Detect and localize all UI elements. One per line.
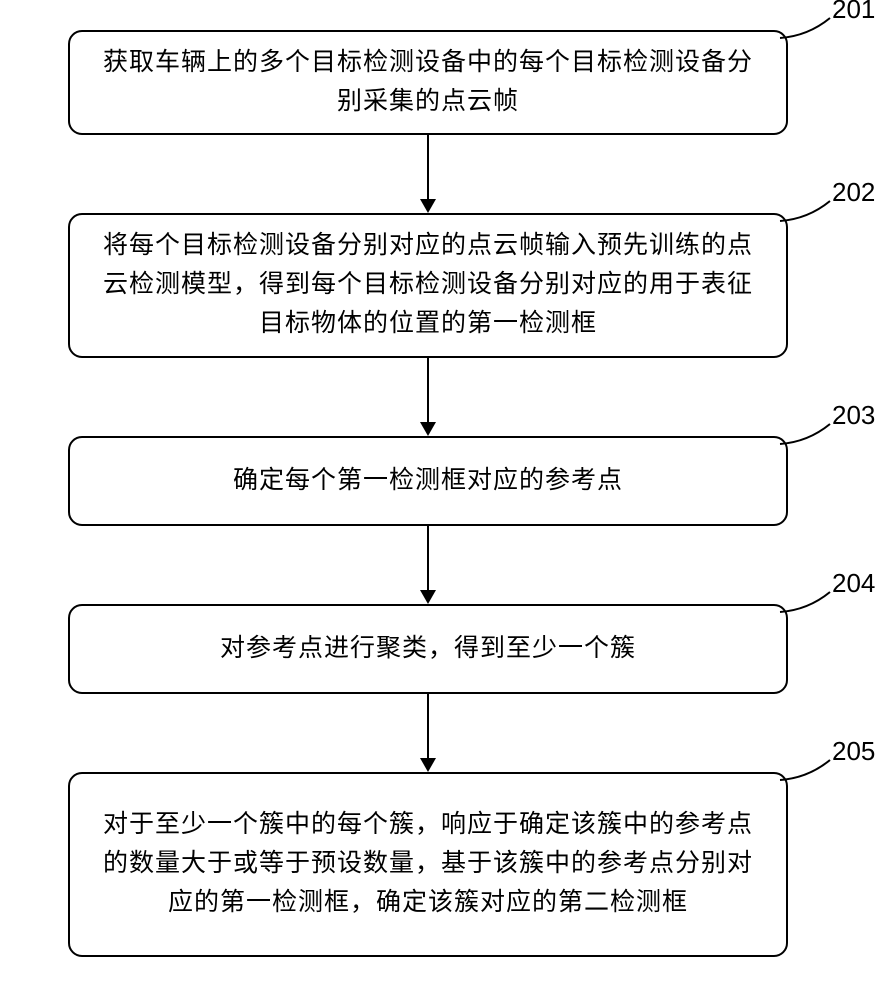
flowchart-canvas: 获取车辆上的多个目标检测设备中的每个目标检测设备分别采集的点云帧 201 将每个…	[0, 0, 896, 1000]
arrow-4-to-5	[408, 694, 448, 772]
flow-node-3-text: 确定每个第一检测框对应的参考点	[233, 462, 623, 501]
step-label-2: 202	[832, 177, 875, 208]
arrow-1-to-2	[408, 135, 448, 213]
step-label-4: 204	[832, 568, 875, 599]
flow-node-1: 获取车辆上的多个目标检测设备中的每个目标检测设备分别采集的点云帧	[68, 30, 788, 135]
flow-node-2-text: 将每个目标检测设备分别对应的点云帧输入预先训练的点云检测模型，得到每个目标检测设…	[98, 227, 758, 343]
flow-node-3: 确定每个第一检测框对应的参考点	[68, 436, 788, 526]
step-label-5: 205	[832, 736, 875, 767]
arrow-2-to-3	[408, 358, 448, 436]
flow-node-1-text: 获取车辆上的多个目标检测设备中的每个目标检测设备分别采集的点云帧	[98, 44, 758, 122]
step-label-3: 203	[832, 400, 875, 431]
arrow-3-to-4	[408, 526, 448, 604]
flow-node-5: 对于至少一个簇中的每个簇，响应于确定该簇中的参考点的数量大于或等于预设数量，基于…	[68, 772, 788, 957]
step-label-1: 201	[832, 0, 875, 25]
flow-node-2: 将每个目标检测设备分别对应的点云帧输入预先训练的点云检测模型，得到每个目标检测设…	[68, 213, 788, 358]
flow-node-4: 对参考点进行聚类，得到至少一个簇	[68, 604, 788, 694]
flow-node-5-text: 对于至少一个簇中的每个簇，响应于确定该簇中的参考点的数量大于或等于预设数量，基于…	[98, 806, 758, 922]
flow-node-4-text: 对参考点进行聚类，得到至少一个簇	[220, 630, 636, 669]
